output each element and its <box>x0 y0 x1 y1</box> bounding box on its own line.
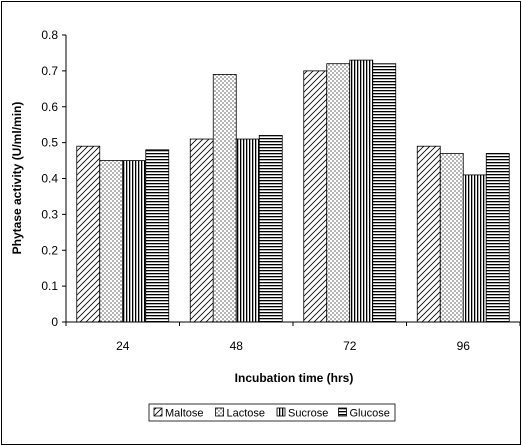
y-tick-label: 0.6 <box>41 100 58 114</box>
x-tick-label: 96 <box>457 339 471 353</box>
bar-lactose-96 <box>439 152 464 323</box>
y-axis-label: Phytase activity (U/ml/min) <box>10 102 24 255</box>
bar-glucose-72 <box>372 63 397 323</box>
legend-label-sucrose: Sucrose <box>288 408 328 420</box>
bar-sucrose-96 <box>462 174 487 323</box>
bar-sucrose-72 <box>349 59 374 323</box>
legend-label-lactose: Lactose <box>227 408 266 420</box>
legend-label-glucose: Glucose <box>350 408 390 420</box>
bar-maltose-72 <box>303 70 328 323</box>
legend-swatch-sucrose <box>276 407 286 417</box>
bar-sucrose-24 <box>122 160 147 323</box>
y-tick-label: 0.3 <box>41 207 58 221</box>
y-tick-label: 0.5 <box>41 136 58 150</box>
x-tick-label: 24 <box>116 339 130 353</box>
bar-lactose-48 <box>212 74 237 323</box>
legend: Maltose Lactose Sucrose Glucose <box>148 403 396 422</box>
legend-swatch-lactose <box>215 407 224 417</box>
bar-maltose-48 <box>189 138 214 323</box>
y-ticks-group: 0 0.1 0.2 0.3 0.4 0.5 0.6 0.7 0.8 <box>41 28 66 329</box>
x-tick-label: 48 <box>230 339 244 353</box>
legend-label-maltose: Maltose <box>165 408 204 420</box>
y-tick-label: 0.2 <box>41 243 58 257</box>
bar-maltose-96 <box>416 145 441 323</box>
legend-box <box>148 403 396 422</box>
y-tick-label: 0.7 <box>41 64 58 78</box>
y-tick-label: 0.4 <box>41 172 58 186</box>
bar-glucose-48 <box>258 135 283 323</box>
x-ticks-group: 24 48 72 96 <box>65 322 521 353</box>
bar-sucrose-48 <box>235 138 260 323</box>
legend-swatch-maltose <box>153 407 163 417</box>
legend-swatch-glucose <box>338 407 347 417</box>
bar-glucose-96 <box>485 152 510 323</box>
bar-glucose-24 <box>145 149 170 323</box>
y-tick-label: 0.8 <box>41 28 58 42</box>
y-tick-label: 0.1 <box>41 279 58 293</box>
bar-maltose-24 <box>76 145 101 323</box>
bars-group <box>76 59 510 323</box>
x-tick-label: 72 <box>343 339 357 353</box>
bar-lactose-72 <box>326 63 351 323</box>
y-tick-label: 0 <box>51 315 58 329</box>
x-axis-label: Incubation time (hrs) <box>235 371 354 385</box>
bar-lactose-24 <box>99 160 124 323</box>
